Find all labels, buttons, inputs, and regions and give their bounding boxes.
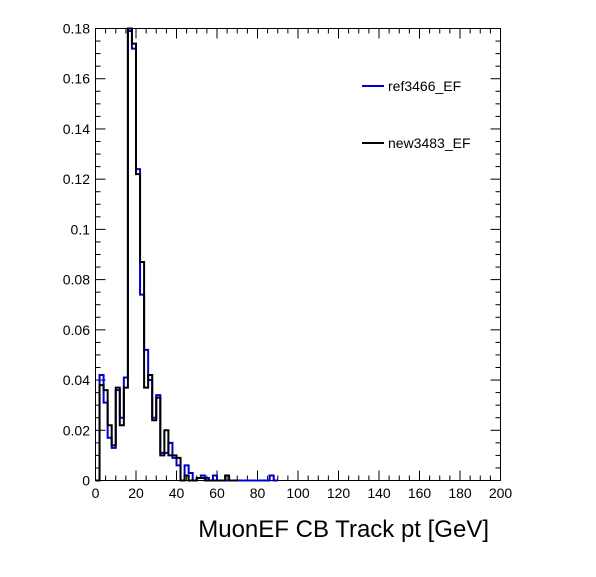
axis-ticks: 0 20 40 60 80 100 120 140 160 180 200 0 0.02 0.04 0.06… <box>63 21 513 502</box>
y-tick-label: 0.16 <box>63 71 90 87</box>
series-layer <box>95 27 278 482</box>
series-new3483-ef <box>95 27 238 482</box>
x-tick-label: 0 <box>92 485 100 501</box>
x-tick-label: 120 <box>327 485 351 501</box>
y-tick-label: 0.02 <box>63 422 90 438</box>
series-line-ref3466-ef <box>95 30 278 482</box>
y-tick-label: 0.06 <box>63 322 90 338</box>
y-tick-label: 0.12 <box>63 171 90 187</box>
y-tick-label: 0.04 <box>63 372 90 388</box>
x-tick-label: 80 <box>250 485 266 501</box>
y-tick-label: 0.08 <box>63 272 90 288</box>
series-ref3466-ef <box>95 30 278 482</box>
y-tick-label: 0.14 <box>63 121 90 137</box>
x-tick-label: 180 <box>448 485 472 501</box>
x-tick-label: 160 <box>408 485 432 501</box>
y-tick-label: 0.1 <box>71 221 91 237</box>
legend: ref3466_EF new3483_EF <box>356 58 484 168</box>
x-tick-label: 60 <box>209 485 225 501</box>
x-tick-label: 40 <box>169 485 185 501</box>
legend-label-ref3466-ef: ref3466_EF <box>388 78 461 94</box>
x-tick-label: 20 <box>128 485 144 501</box>
x-tick-label: 200 <box>489 485 513 501</box>
series-line-new3483-ef <box>95 27 238 482</box>
x-tick-label: 100 <box>286 485 310 501</box>
x-axis-title: MuonEF CB Track pt [GeV] <box>198 516 489 543</box>
y-tick-label: 0.18 <box>63 21 90 37</box>
x-tick-label: 140 <box>367 485 391 501</box>
y-tick-label: 0 <box>82 473 90 489</box>
legend-label-new3483-ef: new3483_EF <box>388 135 471 151</box>
legend-box <box>356 58 484 168</box>
